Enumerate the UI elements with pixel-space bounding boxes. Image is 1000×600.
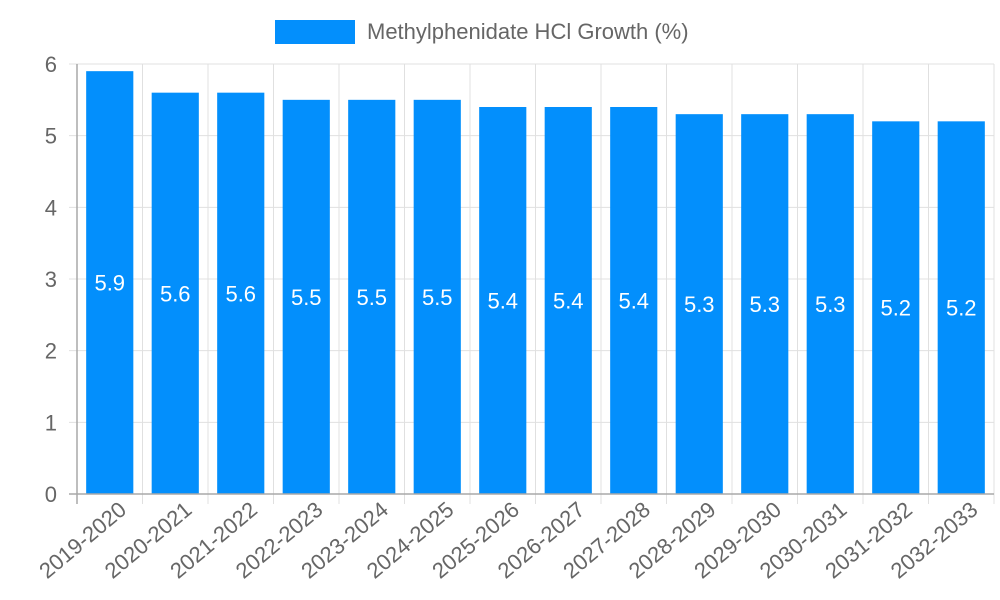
- bar-value-label: 5.4: [553, 289, 584, 314]
- y-tick-label: 1: [45, 410, 57, 435]
- legend-swatch: [275, 20, 355, 44]
- bar[interactable]: [872, 121, 920, 494]
- bar-value-label: 5.3: [684, 292, 715, 317]
- bar-value-label: 5.3: [749, 292, 780, 317]
- bar[interactable]: [348, 99, 396, 494]
- bars: 5.9 5.6 5.6 5.5 5.5 5.5 5.4 5.4 5.4 5.3 5.3 5.3 5.2 5…: [86, 71, 985, 495]
- bar-value-label: 5.9: [94, 271, 125, 296]
- bar-value-label: 5.6: [160, 281, 191, 306]
- bar-value-label: 5.2: [946, 296, 977, 321]
- grid-lines: [69, 63, 995, 504]
- bar[interactable]: [675, 114, 723, 495]
- bar[interactable]: [86, 71, 134, 495]
- y-tick-label: 4: [45, 195, 57, 220]
- y-tick-label: 6: [45, 52, 57, 77]
- bar-value-label: 5.4: [618, 289, 649, 314]
- x-axis-labels: 2019-20202020-20212021-20222022-20232023…: [34, 497, 982, 584]
- bar[interactable]: [806, 114, 854, 495]
- bar-value-label: 5.6: [225, 281, 256, 306]
- bar[interactable]: [610, 107, 658, 494]
- bar[interactable]: [151, 92, 199, 495]
- bar-value-label: 5.3: [815, 292, 846, 317]
- y-tick-label: 5: [45, 124, 57, 149]
- bar-value-label: 5.5: [291, 285, 322, 310]
- chart-legend[interactable]: Methylphenidate HCl Growth (%): [275, 18, 689, 46]
- bar-value-label: 5.5: [422, 285, 453, 310]
- y-tick-label: 0: [45, 482, 57, 507]
- y-axis-labels: 0 1 2 3 4 5 6: [45, 52, 57, 507]
- legend-label: Methylphenidate HCl Growth (%): [367, 19, 689, 44]
- bar[interactable]: [282, 99, 330, 494]
- bar[interactable]: [479, 107, 527, 494]
- bar-value-label: 5.2: [880, 296, 911, 321]
- axes: [69, 64, 994, 504]
- bar[interactable]: [413, 99, 461, 494]
- bar-value-label: 5.5: [356, 285, 387, 310]
- bar-value-label: 5.4: [487, 289, 518, 314]
- y-tick-label: 3: [45, 267, 57, 292]
- y-tick-label: 2: [45, 339, 57, 364]
- bar[interactable]: [741, 114, 789, 495]
- bar[interactable]: [544, 107, 592, 494]
- bar[interactable]: [217, 92, 265, 495]
- bar[interactable]: [937, 121, 985, 494]
